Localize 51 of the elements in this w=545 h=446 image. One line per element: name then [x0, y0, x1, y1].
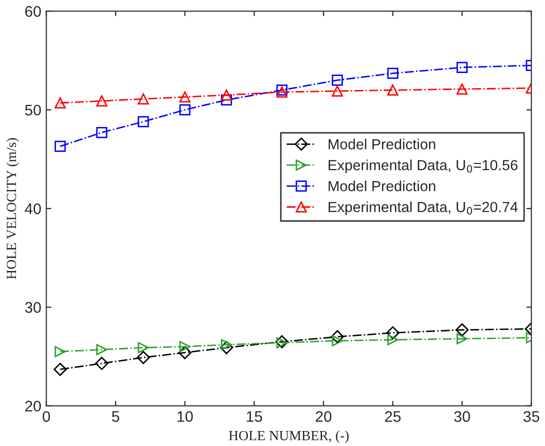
point: [138, 342, 149, 354]
point: [96, 344, 108, 356]
legend-label: Model Prediction: [328, 180, 436, 192]
point: [178, 346, 192, 360]
point: [387, 334, 398, 346]
point: [387, 68, 398, 79]
point: [220, 339, 232, 350]
point: [136, 350, 150, 364]
x-tick-label: 0: [42, 411, 50, 422]
point: [386, 326, 400, 340]
point: [455, 323, 469, 336]
point: [332, 74, 343, 86]
x-tick-label: 20: [316, 411, 332, 422]
point: [54, 362, 67, 376]
x-tick-label: 35: [523, 411, 540, 422]
point: [456, 62, 468, 73]
x-tick-label: 5: [112, 411, 120, 422]
x-tick-label: 15: [246, 411, 262, 422]
y-tick-label: 30: [25, 302, 41, 313]
point: [456, 84, 468, 95]
point: [330, 330, 344, 344]
legend-label: Experimental Data, U$_{0}$=10.56: [328, 160, 518, 174]
x-tick-label: 25: [385, 411, 401, 422]
point: [54, 97, 66, 108]
y-axis-title: HOLE VELOCITY (m/s): [6, 138, 19, 280]
point: [332, 335, 343, 346]
point: [456, 333, 468, 344]
x-axis-title: HOLE NUMBER, (-): [228, 430, 349, 444]
y-tick-label: 50: [25, 104, 41, 116]
point: [138, 93, 149, 105]
x-tick-label: 10: [178, 411, 193, 422]
legend-label: Experimental Data, U$_{0}$=20.74: [328, 201, 518, 216]
point: [220, 94, 232, 106]
point: [387, 84, 398, 96]
point: [54, 140, 66, 152]
point: [179, 91, 190, 103]
point: [54, 346, 66, 358]
point: [179, 341, 190, 352]
point: [138, 116, 149, 128]
x-tick-label: 30: [454, 411, 470, 422]
y-tick-label: 60: [25, 6, 41, 17]
point: [220, 89, 232, 101]
y-tick-label: 20: [25, 400, 41, 412]
point: [96, 126, 108, 138]
point: [179, 104, 190, 116]
y-tick-label: 40: [24, 203, 41, 214]
legend-label: Model Prediction: [328, 138, 436, 150]
point: [220, 341, 234, 354]
point: [332, 86, 343, 97]
point: [95, 356, 108, 370]
point: [96, 95, 108, 107]
